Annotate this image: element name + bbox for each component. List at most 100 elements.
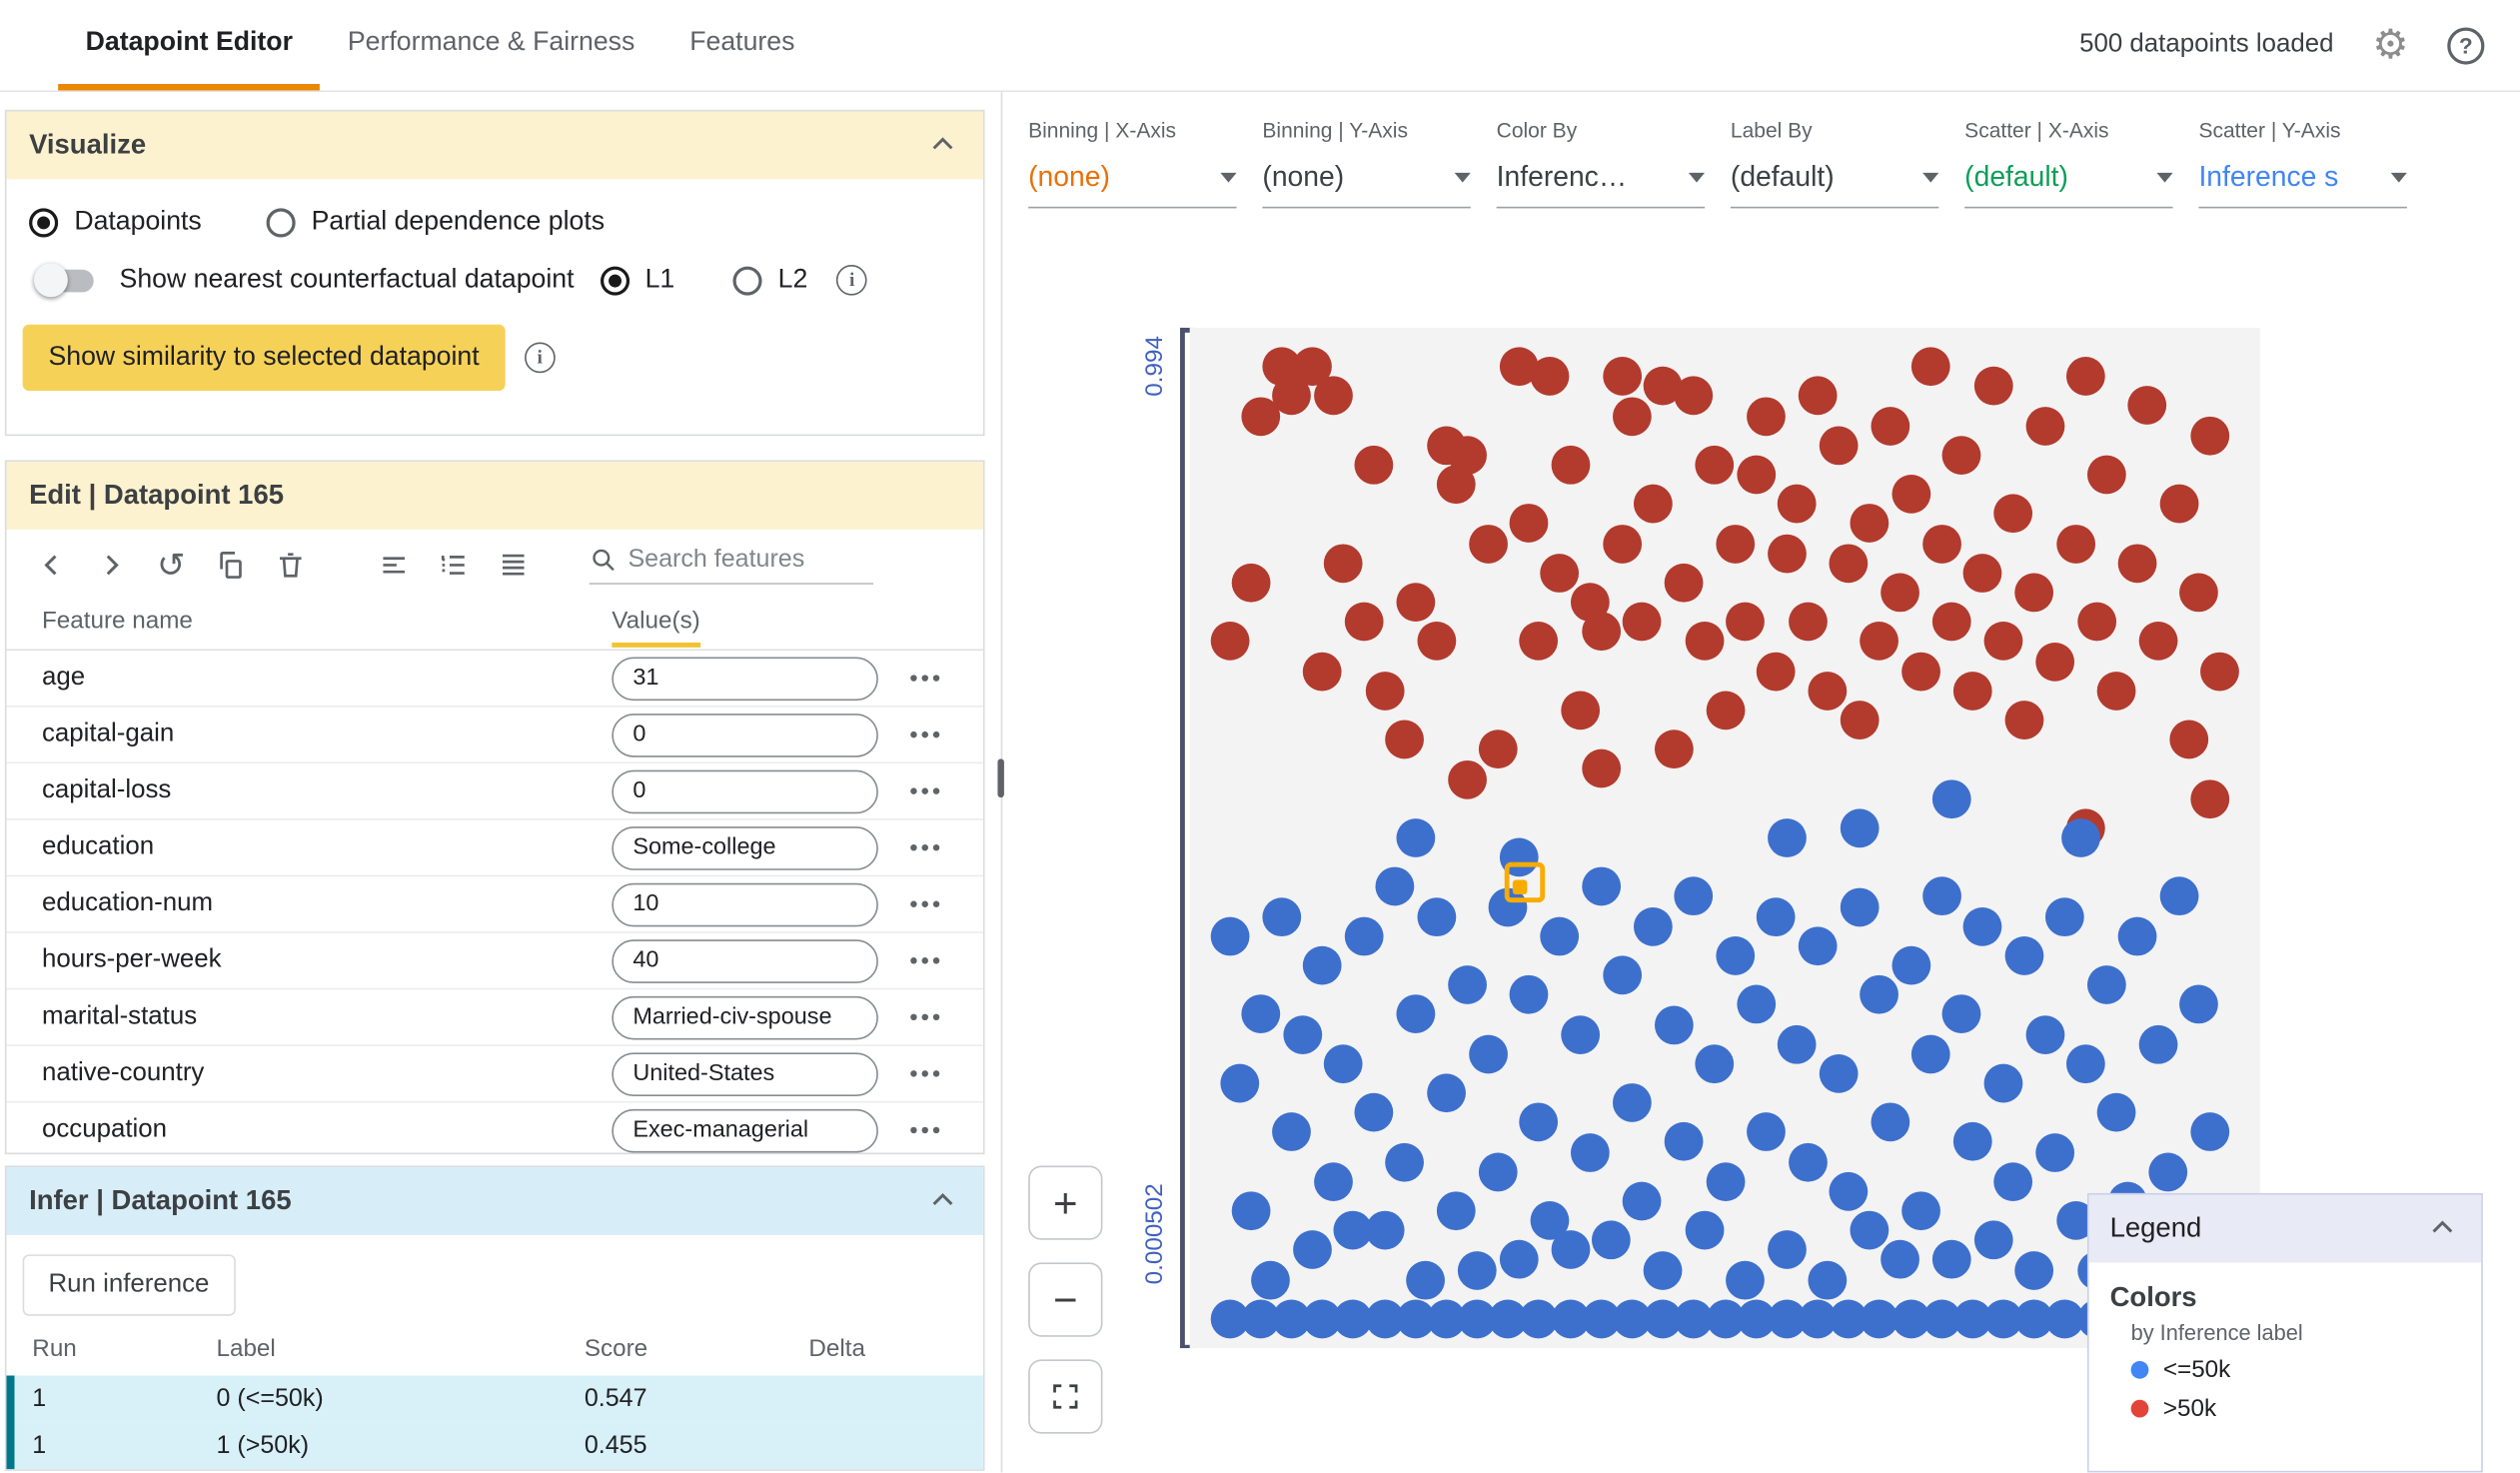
zoom-out-button[interactable]: −: [1028, 1262, 1103, 1337]
datapoint[interactable]: [1230, 1191, 1270, 1231]
datapoint[interactable]: [1458, 1250, 1497, 1290]
datapoint[interactable]: [1385, 720, 1425, 759]
l1-radio[interactable]: [600, 265, 630, 295]
axis-control-dropdown[interactable]: Inference s: [2198, 160, 2407, 209]
l2-radio[interactable]: [732, 265, 762, 295]
datapoint[interactable]: [1427, 1073, 1466, 1113]
zoom-in-button[interactable]: +: [1028, 1165, 1103, 1240]
datapoint[interactable]: [1695, 1044, 1735, 1083]
datapoint[interactable]: [1973, 1220, 2013, 1260]
feature-value-input[interactable]: [612, 713, 878, 756]
datapoint[interactable]: [1416, 622, 1456, 662]
feature-more-button[interactable]: [892, 843, 957, 851]
next-datapoint-icon[interactable]: [92, 546, 131, 585]
datapoint[interactable]: [1829, 544, 1869, 583]
datapoint[interactable]: [1942, 994, 1982, 1034]
datapoint[interactable]: [1406, 1260, 1446, 1299]
datapoint[interactable]: [1396, 994, 1435, 1034]
datapoint[interactable]: [1840, 886, 1879, 926]
datapoint[interactable]: [1881, 573, 1920, 613]
datapoint[interactable]: [1581, 867, 1621, 906]
datapoint[interactable]: [1962, 553, 2002, 593]
feature-more-button[interactable]: [892, 1070, 957, 1077]
settings-gear-icon[interactable]: ⚙: [2372, 21, 2409, 68]
datapoint[interactable]: [1396, 818, 1435, 857]
numbered-list-view-icon[interactable]: [435, 546, 474, 585]
tab-performance-fairness[interactable]: Performance & Fairness: [347, 26, 635, 56]
datapoint[interactable]: [1581, 749, 1621, 789]
datapoint[interactable]: [1788, 602, 1828, 642]
datapoint[interactable]: [1983, 622, 2023, 662]
datapoint[interactable]: [1840, 808, 1879, 848]
datapoint[interactable]: [1602, 524, 1642, 564]
counterfactual-info-icon[interactable]: i: [836, 264, 868, 296]
collapse-chevron-icon[interactable]: [925, 128, 961, 164]
datapoint[interactable]: [1952, 1122, 1992, 1162]
infer-result-row[interactable]: 1 1 (>50k) 0.455: [14, 1422, 983, 1470]
datapoint[interactable]: [1210, 622, 1250, 662]
help-icon[interactable]: ?: [2447, 26, 2485, 64]
fit-to-screen-button[interactable]: [1028, 1359, 1103, 1434]
datapoint[interactable]: [1602, 357, 1642, 397]
feature-value-input[interactable]: [612, 995, 878, 1039]
datapoint[interactable]: [1520, 622, 1559, 662]
datapoint[interactable]: [2014, 1250, 2054, 1290]
datapoint[interactable]: [1798, 926, 1838, 965]
datapoint[interactable]: [1788, 1142, 1828, 1182]
datapoint[interactable]: [1840, 701, 1879, 739]
datapoint[interactable]: [2035, 642, 2074, 682]
datapoint[interactable]: [1871, 406, 1909, 446]
datapoint[interactable]: [1365, 671, 1404, 711]
datapoint[interactable]: [1674, 377, 1714, 416]
datapoint[interactable]: [1778, 1024, 1817, 1064]
datapoint[interactable]: [1881, 1240, 1920, 1280]
datapoint[interactable]: [1736, 985, 1776, 1024]
datapoint[interactable]: [1551, 1230, 1590, 1270]
restore-history-icon[interactable]: ↺: [157, 546, 186, 585]
datapoint[interactable]: [1705, 1161, 1745, 1201]
datapoint[interactable]: [1901, 652, 1940, 691]
collapse-chevron-icon[interactable]: [925, 1183, 961, 1219]
datapoint[interactable]: [1509, 975, 1549, 1015]
datapoint[interactable]: [2200, 652, 2240, 691]
datapoint[interactable]: [1736, 455, 1776, 495]
datapoint[interactable]: [2179, 985, 2219, 1024]
datapoint[interactable]: [1520, 1102, 1559, 1142]
search-features-input[interactable]: [628, 546, 838, 576]
datapoint[interactable]: [1747, 1112, 1786, 1152]
datapoint[interactable]: [1767, 818, 1807, 857]
datapoint[interactable]: [1375, 867, 1415, 906]
feature-value-input[interactable]: [612, 938, 878, 983]
datapoint[interactable]: [1778, 485, 1817, 524]
datapoint[interactable]: [1931, 602, 1971, 642]
datapoint[interactable]: [1890, 475, 1930, 515]
datapoint[interactable]: [1612, 396, 1652, 436]
show-similarity-button[interactable]: Show similarity to selected datapoint: [22, 324, 506, 391]
axis-control-dropdown[interactable]: (default): [1964, 160, 2173, 209]
datapoint[interactable]: [1983, 1063, 2023, 1103]
datapoint[interactable]: [1973, 367, 2013, 407]
datapoint[interactable]: [1767, 1230, 1807, 1270]
datapoint[interactable]: [1210, 916, 1250, 956]
datapoint[interactable]: [2076, 602, 2116, 642]
datapoint[interactable]: [2159, 485, 2198, 524]
feature-more-button[interactable]: [892, 1013, 957, 1021]
datapoint[interactable]: [1767, 534, 1807, 574]
datapoint[interactable]: [1272, 1112, 1312, 1152]
datapoint[interactable]: [1993, 1161, 2033, 1201]
datapoint[interactable]: [1633, 906, 1673, 946]
datapoint[interactable]: [1921, 524, 1961, 564]
datapoint[interactable]: [1509, 504, 1549, 544]
feature-value-input[interactable]: [612, 1108, 878, 1152]
datapoint[interactable]: [1757, 896, 1797, 936]
datapoint[interactable]: [1674, 877, 1714, 916]
tab-datapoint-editor[interactable]: Datapoint Editor: [58, 0, 321, 91]
datapoint[interactable]: [1468, 524, 1508, 564]
datapoint[interactable]: [2128, 386, 2167, 426]
feature-value-input[interactable]: [612, 768, 878, 813]
datapoint[interactable]: [1798, 377, 1838, 416]
datapoint[interactable]: [1819, 1053, 1859, 1093]
datapoint[interactable]: [1747, 396, 1786, 436]
datapoint[interactable]: [1478, 1152, 1518, 1191]
datapoint[interactable]: [2190, 778, 2229, 818]
